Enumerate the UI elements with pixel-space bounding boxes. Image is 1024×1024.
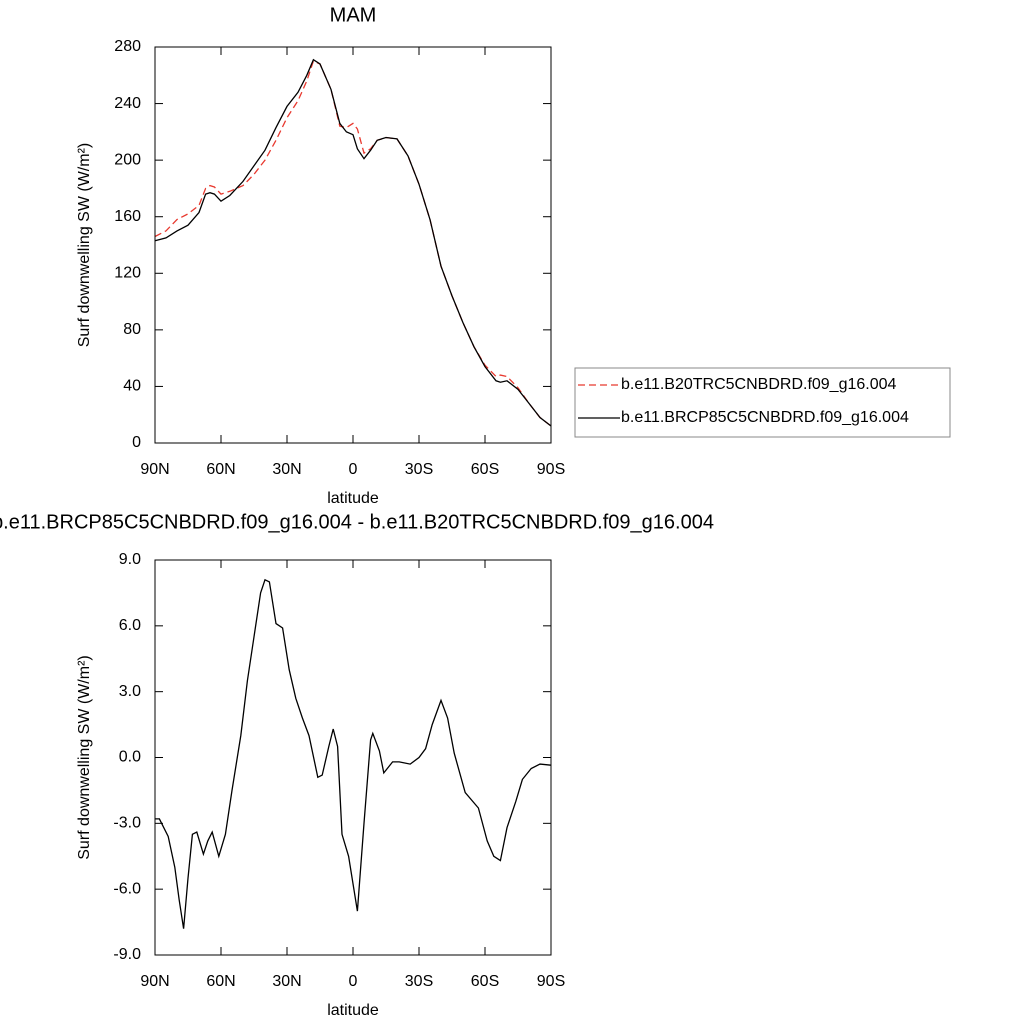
legend-label: b.e11.B20TRC5CNBDRD.f09_g16.004 [621,376,897,393]
y-tick-label: -3.0 [113,815,141,832]
x-tick-label: 60S [471,461,499,478]
x-tick-label: 30N [272,973,301,990]
y-tick-label: 80 [123,321,141,338]
x-axis-label: latitude [327,490,379,507]
x-tick-label: 30S [405,973,433,990]
x-tick-label: 60N [206,973,235,990]
data-line [154,60,552,427]
y-tick-label: -6.0 [113,880,141,897]
y-tick-label: 240 [114,95,141,112]
legend-box [574,367,951,438]
x-axis-label: latitude [327,1002,379,1019]
x-tick-label: 90N [140,461,169,478]
y-tick-label: 160 [114,208,141,225]
y-tick-label: 120 [114,265,141,282]
x-tick-label: 90N [140,973,169,990]
legend-label: b.e11.BRCP85C5CNBDRD.f09_g16.004 [621,409,909,426]
y-tick-label: 3.0 [119,683,141,700]
x-tick-label: 90S [537,973,565,990]
data-line [155,578,552,929]
chart-title: b.e11.BRCP85C5CNBDRD.f09_g16.004 - b.e11… [0,511,714,533]
x-tick-label: 30N [272,461,301,478]
y-tick-label: -9.0 [113,946,141,963]
y-tick-label: 0.0 [119,749,141,766]
y-tick-label: 280 [114,38,141,55]
y-tick-label: 0 [132,434,141,451]
x-tick-label: 30S [405,461,433,478]
y-tick-label: 9.0 [119,551,141,568]
y-tick-label: 40 [123,378,141,395]
y-tick-label: 6.0 [119,617,141,634]
y-tick-label: 200 [114,151,141,168]
x-tick-label: 60N [206,461,235,478]
x-tick-label: 0 [349,973,358,990]
x-tick-label: 60S [471,973,499,990]
data-line [154,58,552,427]
y-axis-label: Surf downwelling SW (W/m²) [76,655,93,859]
plot-frame [154,46,552,444]
y-axis-label: Surf downwelling SW (W/m²) [76,143,93,347]
x-tick-label: 0 [349,461,358,478]
plot-frame [154,559,552,956]
x-tick-label: 90S [537,461,565,478]
chart-title: MAM [330,4,377,26]
